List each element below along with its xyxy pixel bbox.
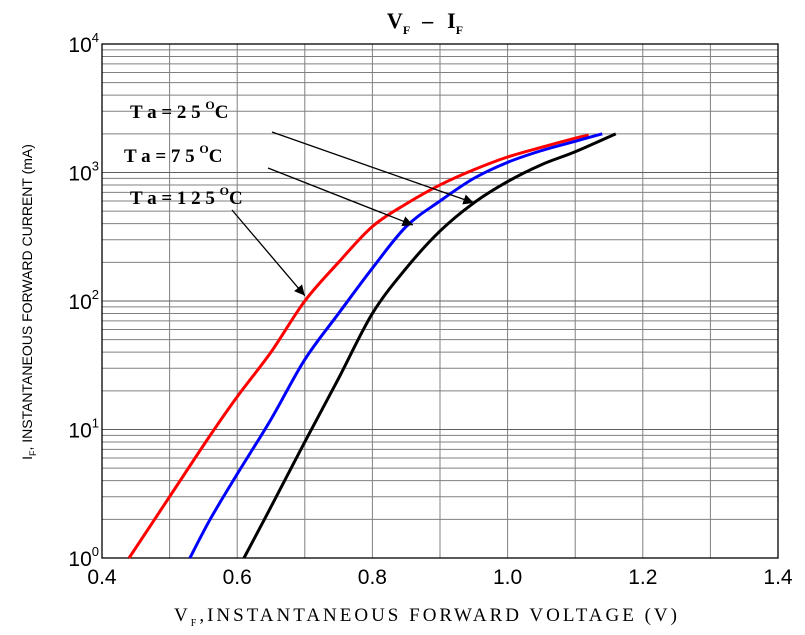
- y-tick-label: 100: [68, 544, 99, 571]
- title-v-subscript: F: [403, 23, 410, 37]
- series-curve: [127, 133, 590, 559]
- series-arrow: [231, 209, 306, 297]
- series-curve: [242, 132, 617, 559]
- x-tick-label: 0.4: [87, 566, 117, 589]
- series-arrow: [271, 131, 475, 205]
- title-dash: –: [421, 8, 434, 33]
- y-axis-label-text: , INSTANTANEOUS FORWARD CURRENT (mA): [19, 144, 35, 450]
- x-tick-label: 1.2: [628, 566, 657, 589]
- x-axis-label-text: ,INSTANTANEOUS FORWARD VOLTAGE (V): [199, 605, 680, 626]
- y-tick-label: 101: [68, 416, 99, 443]
- x-axis-label-v: V: [174, 605, 191, 626]
- title-v: V: [387, 8, 403, 33]
- title-i-subscript: F: [456, 23, 463, 37]
- series-label: T a = 7 5 OC: [124, 142, 222, 167]
- y-tick-label: 103: [68, 159, 99, 186]
- series-label: T a = 2 5 OC: [130, 98, 228, 123]
- title-i: I: [447, 8, 456, 33]
- y-axis-label: IF, INSTANTANEOUS FORWARD CURRENT (mA): [19, 144, 38, 460]
- x-tick-label: 0.8: [358, 566, 387, 589]
- series-annotations: T a = 2 5 OC T a = 7 5 OC T a = 1 2 5 OC: [124, 98, 475, 297]
- x-tick-label: 0.6: [223, 566, 252, 589]
- x-tick-label: 1.4: [763, 566, 793, 589]
- y-tick-label: 104: [68, 30, 99, 57]
- y-tick-labels: 100 101 102 103 104: [68, 30, 99, 571]
- series-label: T a = 1 2 5 OC: [130, 184, 243, 209]
- plot-frame: [101, 43, 779, 559]
- grid: [102, 44, 778, 558]
- y-tick-label: 102: [68, 287, 99, 314]
- y-axis-label-i: I: [19, 456, 35, 460]
- x-axis-label-subscript: F: [191, 618, 200, 629]
- x-tick-label: 1.0: [493, 566, 522, 589]
- series-curve: [188, 132, 603, 559]
- x-tick-labels: 0.4 0.6 0.8 1.0 1.2 1.4: [87, 566, 793, 589]
- series-curves: [127, 132, 617, 559]
- chart-title: VF – IF: [387, 8, 463, 37]
- y-axis-label-subscript: F: [28, 450, 38, 456]
- series-arrow: [267, 167, 414, 227]
- x-axis-label: VF,INSTANTANEOUS FORWARD VOLTAGE (V): [174, 605, 680, 629]
